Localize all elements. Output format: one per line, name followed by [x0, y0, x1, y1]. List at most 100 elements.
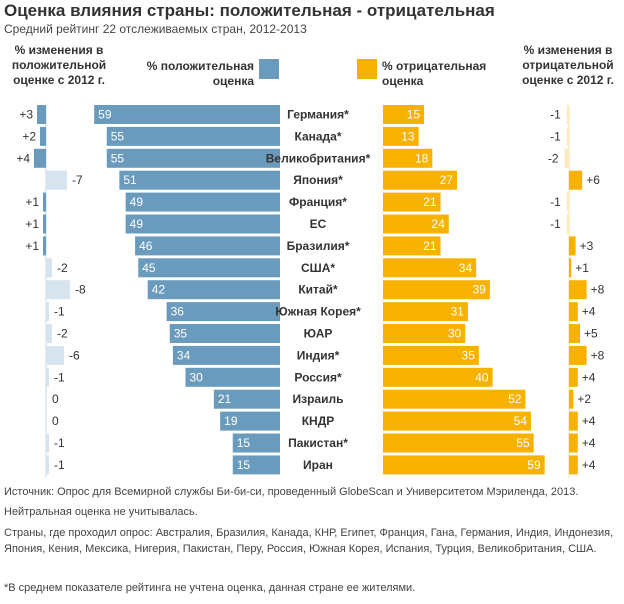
negative-value-label: 54 [514, 414, 528, 428]
negative-legend-swatch [357, 59, 377, 79]
positive-change-bar [46, 302, 49, 322]
country-label: Канада* [294, 129, 341, 143]
positive-bar [185, 367, 280, 387]
negative-bar [383, 214, 449, 234]
positive-change-bar [46, 433, 49, 453]
positive-value-label: 46 [139, 239, 153, 253]
positive-change-label: +1 [25, 195, 39, 209]
positive-value-label: 55 [111, 129, 125, 143]
chart-area: 59 15 Германия* +3 -1 55 13 Канада* +2 -1 55 18 Вели… [16, 105, 605, 478]
negative-bar [383, 389, 526, 409]
positive-change-label: -1 [54, 370, 65, 384]
neutral-note: Нейтральная оценка не учитывалась. [4, 506, 198, 518]
positive-change-label: +1 [25, 239, 39, 253]
positive-value-label: 30 [190, 370, 204, 384]
positive-value-label: 19 [224, 414, 238, 428]
negative-bar [383, 280, 490, 300]
negative-change-label: -1 [550, 129, 561, 143]
positive-bar [213, 389, 280, 409]
country-label: Франция* [289, 195, 347, 209]
negative-change-label: +6 [586, 173, 600, 187]
negative-change-bar [569, 236, 576, 256]
positive-bar [106, 126, 280, 146]
negative-bar [383, 258, 477, 278]
negative-change-label: +3 [580, 239, 594, 253]
negative-change-label: -1 [550, 108, 561, 122]
negative-change-label: +4 [582, 305, 596, 319]
chart-title: Оценка влияния страны: положительная - о… [4, 1, 495, 20]
positive-change-bar [37, 105, 46, 124]
positive-bar [169, 324, 280, 343]
negative-bar [383, 455, 545, 475]
country-label: Индия* [297, 348, 340, 362]
negative-change-label: +4 [582, 458, 596, 472]
negative-change-bar [569, 345, 587, 365]
positive-value-label: 34 [177, 348, 191, 362]
negative-change-bar [566, 214, 569, 234]
positive-value-label: 15 [237, 436, 251, 450]
positive-bar [138, 258, 280, 278]
country-label: Южная Корея* [275, 305, 361, 319]
positive-change-label: -7 [72, 173, 83, 187]
negative-change-bar [569, 455, 578, 475]
negative-change-bar [569, 170, 583, 190]
positive-change-label: -8 [75, 283, 86, 297]
negative-change-bar [569, 389, 574, 409]
positive-change-bar [46, 345, 64, 365]
negative-value-label: 55 [516, 436, 530, 450]
country-label: Китай* [298, 283, 338, 297]
negative-value-label: 35 [462, 348, 476, 362]
positive-value-label: 51 [123, 173, 137, 187]
positive-bar [220, 411, 280, 431]
negative-value-label: 21 [423, 195, 437, 209]
positive-bar [94, 105, 281, 124]
positive-change-label: +2 [22, 129, 36, 143]
country-label: Германия* [287, 108, 349, 122]
positive-change-bar [46, 324, 52, 343]
positive-bar [106, 148, 280, 168]
negative-change-bar [569, 280, 587, 300]
country-label: Пакистан* [288, 436, 348, 450]
negative-bar [383, 105, 425, 124]
country-label: Япония* [293, 173, 343, 187]
positive-bar [147, 280, 280, 300]
negative-bar [383, 324, 466, 343]
negative-change-bar [566, 105, 569, 124]
positive-change-bar [46, 367, 49, 387]
negative-bar [383, 192, 441, 212]
country-label: Бразилия* [287, 239, 350, 253]
positive-change-label: -1 [54, 305, 65, 319]
country-label: КНДР [302, 414, 335, 428]
negative-change-bar [564, 148, 569, 168]
positive-bar [125, 192, 281, 212]
positive-change-label: -1 [54, 458, 65, 472]
positive-change-bar [46, 455, 49, 475]
negative-bar [383, 236, 441, 256]
positive-change-label: 0 [52, 392, 59, 406]
negative-value-label: 52 [508, 392, 522, 406]
positive-change-bar [46, 280, 70, 300]
negative-value-label: 15 [407, 108, 421, 122]
positive-bar [166, 302, 280, 322]
positive-value-label: 42 [152, 283, 166, 297]
negative-change-bar [569, 258, 572, 278]
negative-change-bar [566, 126, 569, 146]
positive-change-label: -2 [57, 327, 68, 341]
negative-value-label: 30 [448, 327, 462, 341]
negative-bar [383, 148, 433, 168]
negative-change-label: -1 [550, 217, 561, 231]
positive-change-label: -1 [54, 436, 65, 450]
country-label: США* [301, 261, 335, 275]
negative-value-label: 13 [401, 129, 415, 143]
positive-value-label: 36 [171, 305, 185, 319]
negative-change-label: +4 [582, 414, 596, 428]
negative-bar [383, 433, 534, 453]
positive-value-label: 49 [130, 195, 144, 209]
positive-value-label: 21 [218, 392, 232, 406]
negative-header: % отрицательная оценка [382, 59, 487, 88]
positive-value-label: 45 [142, 261, 156, 275]
positive-bar [125, 214, 281, 234]
negative-value-label: 34 [459, 261, 473, 275]
negative-change-label: -2 [548, 151, 559, 165]
positive-change-bar [43, 192, 46, 212]
